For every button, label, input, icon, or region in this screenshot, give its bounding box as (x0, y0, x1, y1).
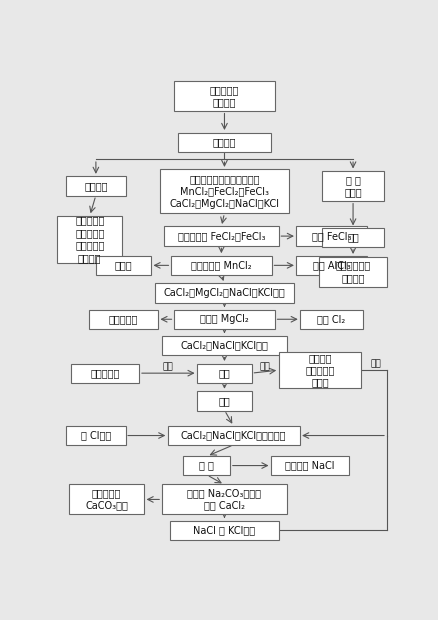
FancyBboxPatch shape (322, 228, 384, 247)
FancyBboxPatch shape (174, 309, 275, 329)
FancyBboxPatch shape (300, 309, 363, 329)
Text: 通入氯气除 FeCl₂、FeCl₃: 通入氯气除 FeCl₂、FeCl₃ (178, 231, 265, 241)
Text: 下 层
氧化物: 下 层 氧化物 (344, 175, 362, 197)
Text: 固相析出 NaCl: 固相析出 NaCl (285, 461, 335, 471)
Text: 废熔盐出炉
保温静置: 废熔盐出炉 保温静置 (210, 85, 239, 107)
FancyBboxPatch shape (178, 133, 271, 152)
FancyBboxPatch shape (162, 484, 287, 515)
FancyBboxPatch shape (197, 363, 252, 383)
FancyBboxPatch shape (66, 426, 126, 445)
FancyBboxPatch shape (297, 226, 367, 246)
Text: 金属锰: 金属锰 (115, 260, 132, 270)
Text: 破碎: 破碎 (219, 396, 230, 406)
FancyBboxPatch shape (279, 352, 361, 388)
Text: CaCl₂、MgCl₂、NaCl、KCl熔盐: CaCl₂、MgCl₂、NaCl、KCl熔盐 (164, 288, 285, 298)
Text: 余热: 余热 (371, 360, 381, 368)
FancyBboxPatch shape (183, 456, 230, 475)
Text: 收集 AlCl₃: 收集 AlCl₃ (313, 260, 350, 270)
Text: CaCl₂、NaCl、KCl过饱和溶液: CaCl₂、NaCl、KCl过饱和溶液 (181, 430, 286, 441)
Text: 加石灰处理后
放入堆场: 加石灰处理后 放入堆场 (336, 260, 371, 283)
Text: 保温加入炉
中进行再次
氯化（或回
收利用）: 保温加入炉 中进行再次 氯化（或回 收利用） (75, 216, 104, 263)
Text: 收集 Cl₂: 收集 Cl₂ (318, 314, 346, 324)
Text: 过滤固相为
CaCO₃微粉: 过滤固相为 CaCO₃微粉 (85, 488, 128, 511)
FancyBboxPatch shape (69, 484, 144, 515)
FancyBboxPatch shape (297, 255, 367, 275)
FancyBboxPatch shape (197, 391, 252, 410)
FancyBboxPatch shape (171, 255, 272, 275)
Text: 蒸发溶液
过饱和溶液
的加热: 蒸发溶液 过饱和溶液 的加热 (305, 353, 335, 388)
FancyBboxPatch shape (164, 226, 279, 246)
Text: 液相加 Na₂CO₃，冷却
去除 CaCl₂: 液相加 Na₂CO₃，冷却 去除 CaCl₂ (187, 488, 261, 511)
Text: 冷却: 冷却 (219, 368, 230, 378)
FancyBboxPatch shape (271, 456, 349, 475)
Text: 上层焦炭: 上层焦炭 (84, 181, 108, 191)
Text: 含 Cl废水: 含 Cl废水 (81, 430, 111, 441)
Text: 废熔盐保温: 废熔盐保温 (90, 368, 120, 378)
FancyBboxPatch shape (66, 177, 126, 196)
FancyBboxPatch shape (96, 255, 151, 275)
FancyBboxPatch shape (170, 521, 279, 540)
FancyBboxPatch shape (322, 171, 384, 201)
FancyBboxPatch shape (168, 426, 300, 445)
Text: 中层，氯化物熔盐，包括：
MnCl₂、FeCl₂、FeCl₃
CaCl₂、MgCl₂、NaCl、KCl: 中层，氯化物熔盐，包括： MnCl₂、FeCl₂、FeCl₃ CaCl₂、MgC… (170, 174, 279, 209)
FancyBboxPatch shape (162, 336, 287, 355)
Text: 铝还原去除 MnCl₂: 铝还原去除 MnCl₂ (191, 260, 252, 270)
Text: 余热: 余热 (260, 363, 271, 371)
FancyBboxPatch shape (174, 81, 275, 111)
FancyBboxPatch shape (155, 283, 294, 303)
Text: CaCl₂、NaCl、KCl熔盐: CaCl₂、NaCl、KCl熔盐 (180, 340, 268, 350)
FancyBboxPatch shape (57, 216, 123, 263)
Text: NaCl 和 KCl溶液: NaCl 和 KCl溶液 (194, 525, 255, 535)
FancyBboxPatch shape (89, 309, 158, 329)
FancyBboxPatch shape (160, 169, 289, 213)
Text: 提取金属镁: 提取金属镁 (109, 314, 138, 324)
Text: 电解除 MgCl₂: 电解除 MgCl₂ (200, 314, 249, 324)
FancyBboxPatch shape (319, 257, 387, 286)
Text: 加 热: 加 热 (199, 461, 214, 471)
Text: 分层分离: 分层分离 (213, 137, 236, 147)
Text: 余热: 余热 (163, 363, 173, 371)
Text: 冷却: 冷却 (347, 232, 359, 242)
FancyBboxPatch shape (71, 363, 139, 383)
Text: 收集 FeCl₃: 收集 FeCl₃ (312, 231, 351, 241)
